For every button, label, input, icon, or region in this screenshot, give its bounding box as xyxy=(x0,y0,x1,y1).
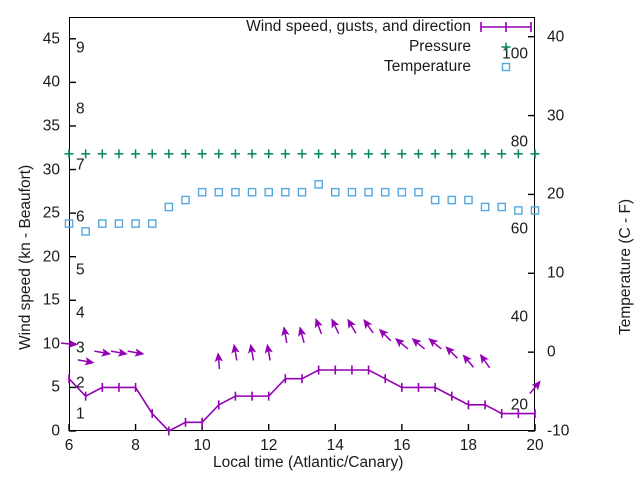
y2-tick-label: 10 xyxy=(547,264,565,282)
x-axis-title: Local time (Atlantic/Canary) xyxy=(213,454,404,471)
fahrenheit-scale-label: 20 xyxy=(510,396,528,414)
y-tick-label: 0 xyxy=(51,422,60,440)
legend-key-pressure xyxy=(477,38,535,56)
legend-label-wind: Wind speed, gusts, and direction xyxy=(246,18,471,36)
y-tick-label: 10 xyxy=(42,335,60,353)
x-tick-label: 12 xyxy=(260,437,278,454)
beaufort-scale-label: 3 xyxy=(76,339,85,357)
y2-tick-label: 20 xyxy=(547,185,565,203)
legend-key-wind xyxy=(477,18,535,36)
x-tick-label: 6 xyxy=(64,437,74,454)
beaufort-scale-label: 4 xyxy=(76,304,85,322)
legend-label-pressure: Pressure xyxy=(408,38,471,56)
fahrenheit-scale-label: 60 xyxy=(510,220,528,238)
y2-axis-title: Temperature (C - F) xyxy=(617,198,634,335)
y-tick-label: 30 xyxy=(42,160,60,178)
beaufort-scale-label: 2 xyxy=(76,374,85,392)
x-tick-label: 8 xyxy=(131,437,140,454)
x-tick-label: 20 xyxy=(526,437,544,454)
beaufort-scale-label: 1 xyxy=(76,404,85,422)
y-tick-label: 35 xyxy=(42,117,60,135)
y2-tick-label: 30 xyxy=(547,106,565,124)
y2-tick-label: 0 xyxy=(547,343,556,361)
y-tick-label: 15 xyxy=(42,291,60,309)
legend-label-temperature: Temperature xyxy=(383,58,471,76)
beaufort-scale-label: 5 xyxy=(76,261,85,278)
chart-legend: Wind speed, gusts, and direction Pressur… xyxy=(236,18,535,76)
y-tick-label: 45 xyxy=(42,30,60,48)
legend-item-wind: Wind speed, gusts, and direction xyxy=(236,18,535,36)
beaufort-scale-label: 9 xyxy=(76,38,85,56)
y-tick-label: 40 xyxy=(42,73,60,91)
beaufort-scale-label: 6 xyxy=(76,208,85,226)
y-tick-label: 20 xyxy=(42,247,60,265)
legend-item-pressure: Pressure xyxy=(236,38,535,56)
beaufort-scale-label: 7 xyxy=(76,156,85,174)
legend-key-temperature xyxy=(477,58,535,76)
beaufort-scale-label: 8 xyxy=(76,99,85,117)
y-axis-title: Wind speed (kn - Beaufort) xyxy=(17,164,34,350)
x-tick-label: 10 xyxy=(193,437,211,454)
plot-area xyxy=(69,17,535,431)
fahrenheit-scale-label: 100 xyxy=(502,45,528,63)
y-tick-label: 25 xyxy=(42,204,60,222)
y-tick-label: 5 xyxy=(51,378,60,396)
x-tick-label: 14 xyxy=(326,437,344,454)
x-tick-label: 16 xyxy=(393,437,411,454)
x-tick-label: 18 xyxy=(459,437,478,454)
fahrenheit-scale-label: 40 xyxy=(510,308,528,326)
legend-item-temperature: Temperature xyxy=(236,58,535,76)
fahrenheit-scale-label: 80 xyxy=(510,132,528,150)
y2-tick-label: -10 xyxy=(547,422,570,440)
y2-tick-label: 40 xyxy=(547,27,565,45)
